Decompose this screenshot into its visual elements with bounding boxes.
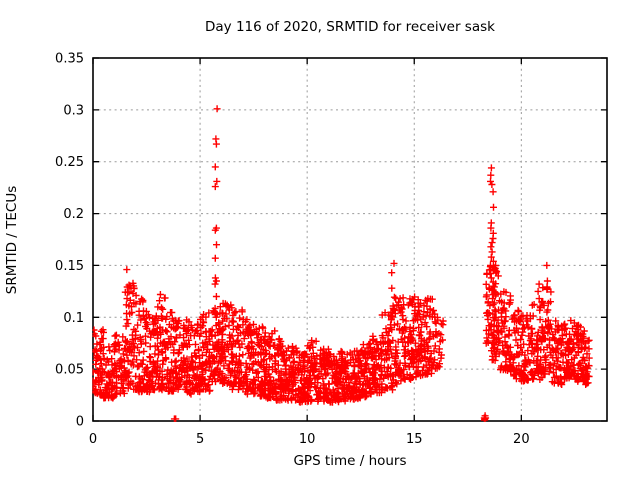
x-tick-label: 0	[89, 432, 97, 447]
x-tick-label: 15	[406, 432, 423, 447]
data-points	[92, 105, 593, 422]
y-tick-label: 0	[76, 415, 84, 430]
x-axis-label: GPS time / hours	[293, 453, 406, 469]
x-tick-label: 5	[196, 432, 204, 447]
axes-and-ticks	[92, 57, 608, 422]
y-axis-label: SRMTID / TECUs	[4, 186, 20, 294]
y-tick-label: 0.1	[63, 311, 84, 326]
y-tick-label: 0.05	[55, 363, 84, 378]
x-tick-label: 10	[299, 432, 316, 447]
tick-labels: 0 5 10 15 20 0 0.05 0.1 0.15 0.2 0.25 0.3 0.35	[55, 52, 530, 448]
x-tick-label: 20	[513, 432, 530, 447]
y-tick-label: 0.3	[63, 103, 84, 118]
y-tick-label: 0.15	[55, 259, 84, 274]
grid-lines	[93, 58, 607, 421]
y-tick-label: 0.2	[63, 207, 84, 222]
chart-title: Day 116 of 2020, SRMTID for receiver sas…	[205, 19, 495, 35]
y-tick-label: 0.35	[55, 52, 84, 67]
y-tick-label: 0.25	[55, 155, 84, 170]
